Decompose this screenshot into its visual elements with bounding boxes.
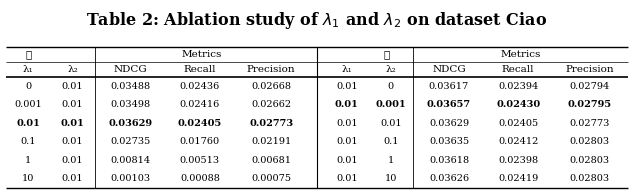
Text: 0.02773: 0.02773 <box>249 119 294 128</box>
Text: 0.1: 0.1 <box>21 138 36 146</box>
Text: 0.03618: 0.03618 <box>429 156 469 165</box>
Text: 0.02803: 0.02803 <box>569 138 609 146</box>
Text: 0.001: 0.001 <box>375 100 406 109</box>
Text: λ₁: λ₁ <box>23 65 34 74</box>
Text: NDCG: NDCG <box>432 65 466 74</box>
Text: 1: 1 <box>388 156 394 165</box>
Text: 0.02773: 0.02773 <box>569 119 610 128</box>
Text: Precision: Precision <box>565 65 614 74</box>
Text: 0.01: 0.01 <box>16 119 41 128</box>
Text: 0.02412: 0.02412 <box>498 138 538 146</box>
Text: 0.01: 0.01 <box>336 82 358 91</box>
Text: 0.02803: 0.02803 <box>569 174 609 184</box>
Text: 0.02735: 0.02735 <box>110 138 151 146</box>
Text: 0.1: 0.1 <box>383 138 399 146</box>
Text: Metrics: Metrics <box>500 50 540 59</box>
Text: 0.01: 0.01 <box>380 119 402 128</box>
Text: 0.001: 0.001 <box>15 100 42 109</box>
Text: 0.03629: 0.03629 <box>429 119 469 128</box>
Text: Precision: Precision <box>247 65 295 74</box>
Text: 0.02394: 0.02394 <box>498 82 538 91</box>
Text: ✓: ✓ <box>25 50 32 59</box>
Text: 0.03617: 0.03617 <box>429 82 469 91</box>
Text: 0.03657: 0.03657 <box>427 100 471 109</box>
Text: 0.03626: 0.03626 <box>429 174 469 184</box>
Text: 0.00513: 0.00513 <box>180 156 220 165</box>
Text: 0.03629: 0.03629 <box>108 119 153 128</box>
Text: 0.02662: 0.02662 <box>251 100 291 109</box>
Text: 0.01: 0.01 <box>61 82 83 91</box>
Text: 10: 10 <box>385 174 397 184</box>
Text: 0.02405: 0.02405 <box>498 119 538 128</box>
Text: 0: 0 <box>388 82 394 91</box>
Text: 0.02803: 0.02803 <box>569 156 609 165</box>
Text: 0.00681: 0.00681 <box>251 156 291 165</box>
Text: 0.00103: 0.00103 <box>110 174 151 184</box>
Text: 0: 0 <box>25 82 32 91</box>
Text: 0.01: 0.01 <box>61 138 83 146</box>
Text: λ₁: λ₁ <box>341 65 352 74</box>
Text: 0.02668: 0.02668 <box>251 82 291 91</box>
Text: 0.02191: 0.02191 <box>251 138 291 146</box>
Text: ✓: ✓ <box>384 50 389 59</box>
Text: 0.02416: 0.02416 <box>180 100 220 109</box>
Text: 10: 10 <box>22 174 35 184</box>
Text: λ₂: λ₂ <box>67 65 78 74</box>
Text: 0.03498: 0.03498 <box>110 100 151 109</box>
Text: Metrics: Metrics <box>182 50 222 59</box>
Text: 0.01: 0.01 <box>61 156 83 165</box>
Text: 0.00088: 0.00088 <box>180 174 220 184</box>
Text: 0.00814: 0.00814 <box>110 156 151 165</box>
Text: 0.01: 0.01 <box>336 156 358 165</box>
Text: 0.01: 0.01 <box>336 138 358 146</box>
Text: Recall: Recall <box>184 65 216 74</box>
Text: 0.03635: 0.03635 <box>429 138 469 146</box>
Text: 0.02398: 0.02398 <box>498 156 538 165</box>
Text: 0.00075: 0.00075 <box>251 174 291 184</box>
Text: NDCG: NDCG <box>114 65 148 74</box>
Text: 0.02794: 0.02794 <box>569 82 609 91</box>
Text: 0.02419: 0.02419 <box>498 174 538 184</box>
Text: 0.01: 0.01 <box>336 174 358 184</box>
Text: 0.01: 0.01 <box>61 100 83 109</box>
Text: 1: 1 <box>25 156 32 165</box>
Text: 0.02405: 0.02405 <box>178 119 222 128</box>
Text: 0.01760: 0.01760 <box>180 138 220 146</box>
Text: 0.02430: 0.02430 <box>496 100 540 109</box>
Text: 0.01: 0.01 <box>61 174 83 184</box>
Text: 0.02436: 0.02436 <box>180 82 220 91</box>
Text: 0.03488: 0.03488 <box>110 82 151 91</box>
Text: 0.01: 0.01 <box>61 119 84 128</box>
Text: 0.01: 0.01 <box>335 100 359 109</box>
Text: 0.02795: 0.02795 <box>567 100 612 109</box>
Text: Table 2: Ablation study of $\lambda_1$ and $\lambda_2$ on dataset Ciao: Table 2: Ablation study of $\lambda_1$ a… <box>86 10 548 31</box>
Text: 0.01: 0.01 <box>336 119 358 128</box>
Text: Recall: Recall <box>502 65 534 74</box>
Text: λ₂: λ₂ <box>385 65 396 74</box>
